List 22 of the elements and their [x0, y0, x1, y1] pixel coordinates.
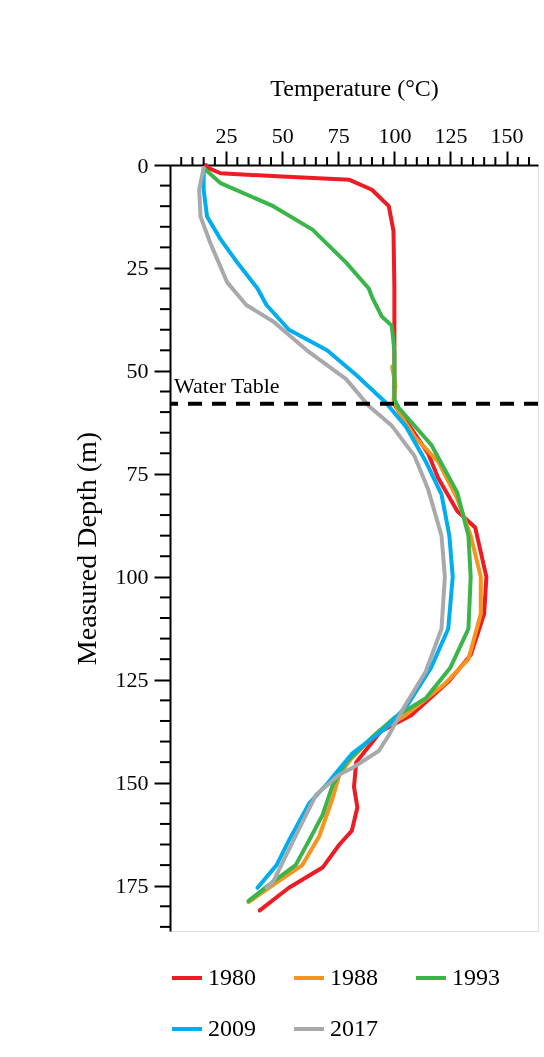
y-tick-label: 100	[115, 564, 149, 590]
legend-label: 1988	[330, 964, 378, 990]
y-axis-title: Measured Depth (m)	[70, 431, 102, 666]
y-tick-label: 0	[137, 152, 149, 178]
x-tick-label: 25	[215, 122, 238, 148]
legend-label: 1980	[208, 964, 256, 990]
y-tick-label: 25	[126, 255, 149, 281]
x-tick-label: 125	[434, 122, 468, 148]
x-tick-label: 50	[271, 122, 294, 148]
legend-label: 2017	[330, 1015, 378, 1041]
y-tick-label: 50	[126, 358, 149, 384]
ref-line-label: Water Table	[174, 372, 280, 398]
y-tick-label: 125	[115, 667, 149, 693]
x-tick-label: 75	[327, 122, 350, 148]
y-tick-label: 150	[115, 770, 149, 796]
x-tick-label: 150	[490, 122, 524, 148]
x-tick-label: 100	[378, 122, 412, 148]
legend-label: 2009	[208, 1015, 256, 1041]
y-tick-label: 75	[126, 461, 149, 487]
y-tick-label: 175	[115, 873, 149, 899]
legend-label: 1993	[452, 964, 500, 990]
x-axis-title: Temperature (°C)	[270, 74, 439, 101]
